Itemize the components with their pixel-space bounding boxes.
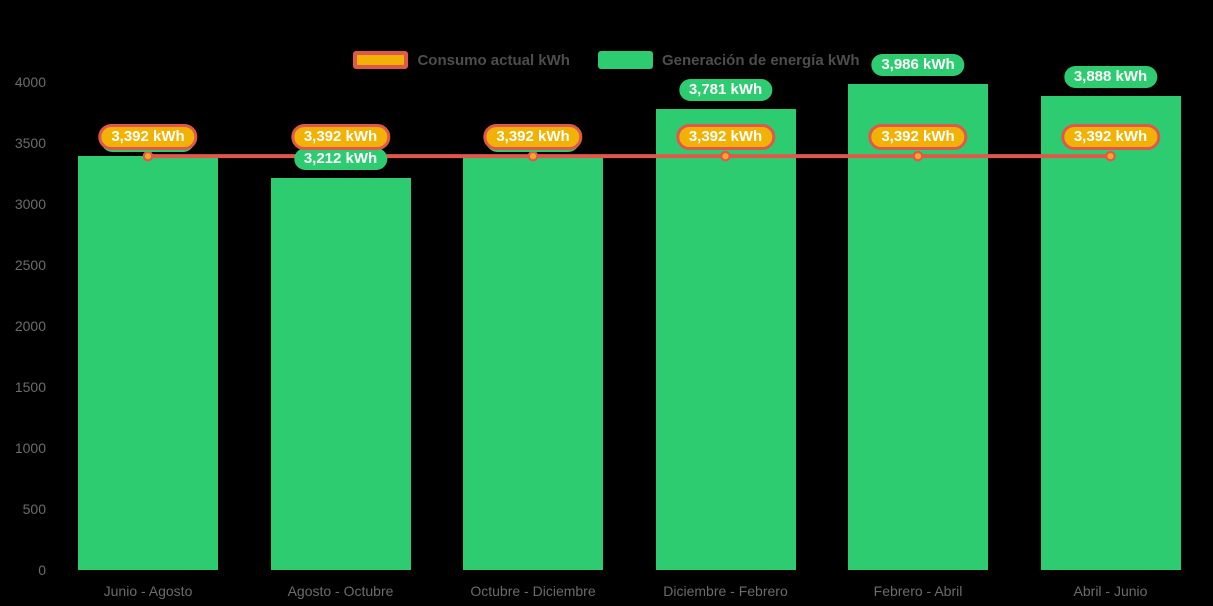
- consumption-value-pill: 3,392 kWh: [675, 124, 776, 151]
- y-tick-label: 2000: [14, 318, 46, 334]
- generation-value-pill: 3,986 kWh: [871, 53, 965, 76]
- chart-legend: Consumo actual kWh Generación de energía…: [0, 51, 1213, 69]
- generation-value-pill: 3,212 kWh: [293, 148, 388, 171]
- y-tick-label: 1500: [14, 379, 46, 395]
- y-tick-label: 0: [38, 562, 46, 578]
- consumption-value-pill: 3,392 kWh: [1060, 124, 1161, 151]
- x-axis-label: Agosto - Octubre: [287, 583, 394, 599]
- generation-bar[interactable]: [463, 156, 603, 570]
- y-tick-label: 2500: [14, 257, 46, 273]
- generation-swatch-icon: [597, 51, 653, 69]
- y-tick-label: 500: [22, 501, 46, 517]
- x-axis-label: Febrero - Abril: [873, 583, 963, 599]
- generation-bar[interactable]: [1040, 95, 1181, 570]
- y-tick-label: 3500: [14, 135, 46, 151]
- y-tick-label: 3000: [14, 196, 46, 212]
- legend-label-generation: Generación de energía kWh: [661, 51, 860, 69]
- consumption-value-pill: 3,392 kWh: [868, 124, 968, 151]
- generation-bar[interactable]: [78, 156, 218, 570]
- consumption-value-pill: 3,392 kWh: [290, 124, 391, 151]
- y-tick-label: 1000: [14, 440, 46, 456]
- consumption-swatch-icon: [353, 51, 409, 69]
- generation-bar[interactable]: [270, 178, 411, 570]
- legend-item-consumption[interactable]: Consumo actual kWh: [353, 51, 570, 69]
- generation-value-pill: 3,781 kWh: [678, 78, 773, 101]
- legend-item-generation[interactable]: Generación de energía kWh: [597, 51, 860, 69]
- consumption-value-pill: 3,392 kWh: [98, 124, 198, 151]
- generation-bar[interactable]: [848, 83, 988, 570]
- x-axis-label: Diciembre - Febrero: [663, 583, 788, 599]
- x-axis-label: Abril - Junio: [1073, 583, 1148, 599]
- y-tick-label: 4000: [14, 74, 46, 90]
- legend-label-consumption: Consumo actual kWh: [417, 51, 570, 69]
- generation-value-pill: 3,888 kWh: [1063, 65, 1158, 88]
- consumption-value-pill: 3,392 kWh: [483, 124, 583, 151]
- x-axis-label: Octubre - Diciembre: [470, 583, 596, 599]
- generation-bar[interactable]: [655, 108, 796, 570]
- x-axis-label: Junio - Agosto: [103, 583, 193, 599]
